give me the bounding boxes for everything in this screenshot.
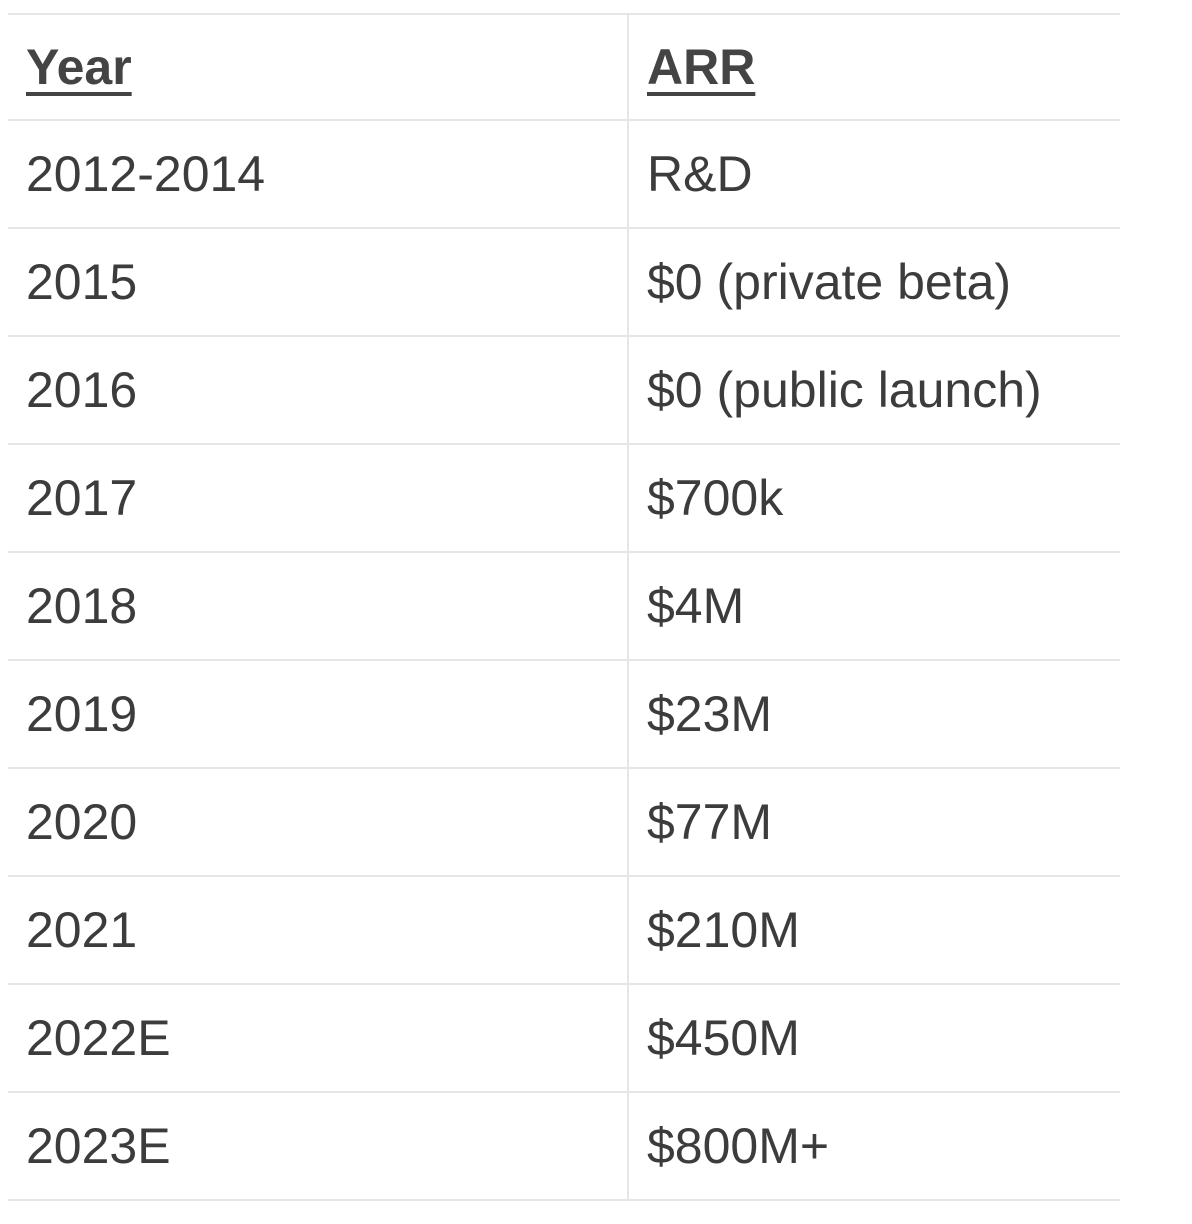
table-row: 2020 $77M bbox=[8, 767, 1120, 876]
arr-cell: $700k bbox=[628, 443, 1120, 552]
table-row: 2022E $450M bbox=[8, 983, 1120, 1092]
arr-cell: $4M bbox=[628, 551, 1120, 660]
year-cell: 2020 bbox=[8, 767, 629, 876]
arr-cell: $450M bbox=[628, 983, 1120, 1092]
year-cell: 2018 bbox=[8, 551, 629, 660]
table-row: 2012-2014 R&D bbox=[8, 119, 1120, 228]
table-row: 2017 $700k bbox=[8, 443, 1120, 552]
table-row: 2021 $210M bbox=[8, 875, 1120, 984]
year-cell: 2017 bbox=[8, 443, 629, 552]
arr-cell: $0 (private beta) bbox=[628, 227, 1120, 336]
year-cell: 2019 bbox=[8, 659, 629, 768]
arr-table: Year ARR 2012-2014 R&D 2015 $0 (private … bbox=[8, 13, 1120, 1201]
header-arr-label: ARR bbox=[647, 39, 756, 95]
header-year: Year bbox=[8, 13, 629, 120]
arr-cell: $77M bbox=[628, 767, 1120, 876]
year-cell: 2022E bbox=[8, 983, 629, 1092]
year-cell: 2021 bbox=[8, 875, 629, 984]
header-year-label: Year bbox=[26, 39, 132, 95]
table-row: 2023E $800M+ bbox=[8, 1091, 1120, 1201]
arr-table-container: Year ARR 2012-2014 R&D 2015 $0 (private … bbox=[8, 13, 1120, 1201]
year-cell: 2015 bbox=[8, 227, 629, 336]
year-cell: 2016 bbox=[8, 335, 629, 444]
header-arr: ARR bbox=[628, 13, 1120, 120]
table-row: 2019 $23M bbox=[8, 659, 1120, 768]
table-row: 2018 $4M bbox=[8, 551, 1120, 660]
arr-cell: $210M bbox=[628, 875, 1120, 984]
header-row: Year ARR bbox=[8, 13, 1120, 120]
arr-cell: R&D bbox=[628, 119, 1120, 228]
arr-cell: $23M bbox=[628, 659, 1120, 768]
table-row: 2015 $0 (private beta) bbox=[8, 227, 1120, 336]
table-row: 2016 $0 (public launch) bbox=[8, 335, 1120, 444]
year-cell: 2023E bbox=[8, 1091, 629, 1201]
year-cell: 2012-2014 bbox=[8, 119, 629, 228]
arr-cell: $0 (public launch) bbox=[628, 335, 1120, 444]
arr-cell: $800M+ bbox=[628, 1091, 1120, 1201]
